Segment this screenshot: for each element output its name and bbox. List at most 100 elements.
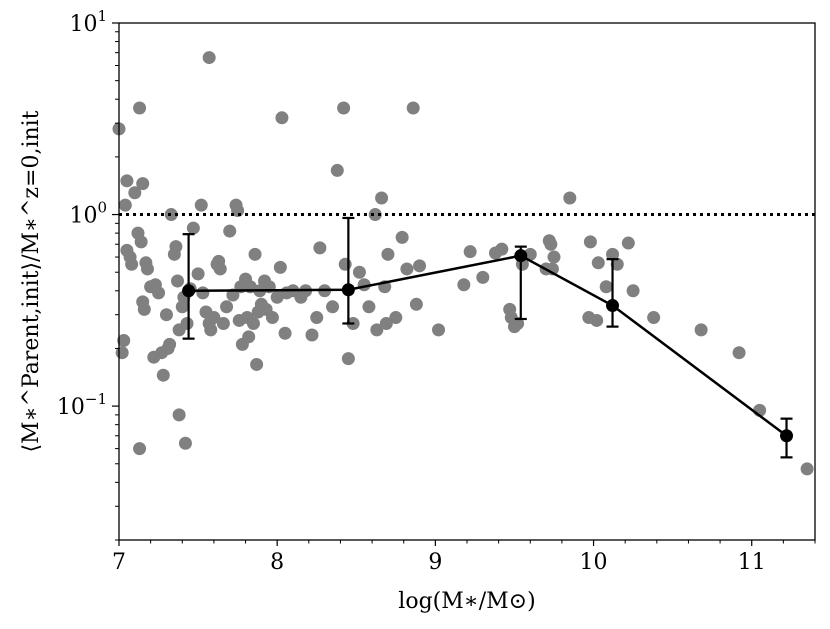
- scatter-point: [375, 191, 389, 205]
- binned-point: [606, 299, 620, 313]
- scatter-point: [172, 408, 186, 422]
- scatter-point: [191, 267, 205, 281]
- scatter-point: [136, 177, 150, 191]
- scatter-point: [400, 262, 414, 276]
- scatter-point: [406, 101, 420, 115]
- scatter-point: [248, 247, 262, 261]
- binned-series: [182, 216, 794, 459]
- axes: 7 8 9 10 11 10−1 100 101: [57, 7, 816, 575]
- scatter-point: [544, 237, 558, 251]
- scatter-point: [432, 323, 446, 337]
- scatter-point: [117, 334, 131, 348]
- scatter-point: [476, 270, 490, 284]
- scatter-point: [647, 311, 661, 325]
- scatter-point: [194, 198, 208, 212]
- scatter-point: [395, 230, 409, 244]
- y-axis-label: ⟨M∗^Parent,init⟩/M∗^z=0,init: [19, 110, 44, 452]
- scatter-point: [164, 208, 178, 222]
- scatter-point: [337, 101, 351, 115]
- scatter-point: [125, 257, 139, 271]
- binned-point: [341, 283, 355, 297]
- scatter-point: [152, 286, 166, 300]
- x-tick-label: 7: [112, 550, 126, 575]
- scatter-point: [313, 241, 327, 255]
- x-axis-label: log(M∗/M⊙): [398, 589, 535, 614]
- scatter-point: [118, 198, 132, 212]
- scatter-point: [326, 300, 340, 314]
- x-tick-label: 10: [580, 550, 608, 575]
- y-tick-label: 100: [69, 199, 107, 229]
- scatter-point: [379, 316, 393, 330]
- scatter-point: [133, 442, 147, 456]
- scatter-point: [163, 337, 177, 351]
- scatter-point: [409, 297, 423, 311]
- scatter-point: [457, 278, 471, 292]
- scatter-point: [169, 240, 183, 254]
- scatter-point: [216, 316, 230, 330]
- scatter-point: [202, 51, 216, 65]
- scatter-point: [694, 323, 708, 337]
- scatter-point: [800, 462, 814, 476]
- scatter-point: [273, 260, 287, 274]
- scatter-point: [610, 257, 624, 271]
- scatter-point: [599, 280, 613, 294]
- scatter-point: [305, 328, 319, 342]
- scatter-point: [246, 316, 260, 330]
- scatter-points: [112, 51, 814, 476]
- y-tick-label: 101: [69, 7, 107, 37]
- scatter-point: [171, 274, 185, 288]
- scatter-point: [370, 323, 384, 337]
- scatter-point: [186, 221, 200, 235]
- scatter-point: [223, 224, 237, 238]
- scatter-point: [275, 111, 289, 125]
- scatter-point: [413, 259, 427, 273]
- y-tick-label: 10−1: [57, 390, 107, 420]
- scatter-point: [352, 265, 366, 279]
- scatter-point: [226, 288, 240, 302]
- scatter-point: [606, 247, 620, 261]
- scatter-point: [511, 316, 525, 330]
- x-tick-label: 11: [738, 550, 766, 575]
- scatter-point: [128, 186, 142, 200]
- scatter-point: [134, 235, 148, 249]
- scatter-point: [204, 323, 218, 337]
- scatter-point: [563, 191, 577, 205]
- scatter-point: [196, 286, 210, 300]
- scatter-point: [362, 300, 376, 314]
- scatter-point: [338, 257, 352, 271]
- scatter-point: [381, 247, 395, 261]
- scatter-point: [591, 256, 605, 270]
- scatter-point: [621, 236, 635, 250]
- scatter-point: [626, 284, 640, 298]
- scatter-point: [220, 300, 234, 314]
- scatter-point: [120, 174, 134, 188]
- scatter-point: [389, 311, 403, 325]
- scatter-point: [178, 436, 192, 450]
- scatter-point: [278, 326, 292, 340]
- scatter-point: [341, 352, 355, 366]
- scatter-point: [213, 262, 227, 276]
- scatter-point: [463, 245, 477, 259]
- binned-point: [182, 284, 196, 298]
- binned-mean-line: [188, 254, 788, 437]
- scatter-point: [330, 163, 344, 177]
- binned-point: [780, 429, 794, 443]
- scatter-point: [368, 208, 382, 222]
- scatter-point: [547, 250, 561, 264]
- scatter-point: [140, 262, 154, 276]
- binned-point: [514, 249, 528, 263]
- x-tick-label: 9: [428, 550, 442, 575]
- scatter-point: [495, 242, 509, 256]
- scatter-point: [180, 316, 194, 330]
- scatter-point: [159, 308, 173, 322]
- scatter-point: [250, 357, 264, 371]
- scatter-point: [156, 368, 170, 382]
- scatter-point: [310, 311, 324, 325]
- scatter-point: [137, 302, 151, 316]
- scatter-point: [583, 235, 597, 249]
- scatter-point: [265, 311, 279, 325]
- scatter-point: [590, 313, 604, 327]
- scatter-point: [133, 101, 147, 115]
- x-tick-label: 8: [270, 550, 284, 575]
